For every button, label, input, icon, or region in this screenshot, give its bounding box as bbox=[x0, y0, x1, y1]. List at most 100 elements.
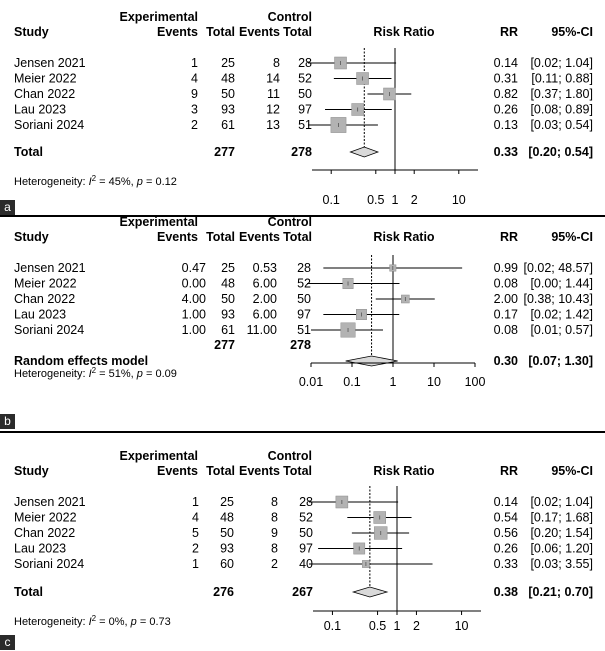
study-ctrl-events: 8 bbox=[271, 542, 278, 556]
study-exp-events: 1.00 bbox=[182, 308, 206, 322]
study-exp-total: 48 bbox=[221, 72, 235, 86]
panel-divider bbox=[0, 431, 605, 433]
header-ci: 95%-CI bbox=[551, 464, 593, 478]
header-control: Control bbox=[268, 215, 312, 229]
study-rr: 0.99 bbox=[494, 261, 518, 275]
x-axis-tick-label: 10 bbox=[427, 375, 441, 389]
header-experimental: Experimental bbox=[119, 215, 198, 229]
pooled-ctrl-total: 267 bbox=[292, 585, 313, 599]
study-ctrl-total: 97 bbox=[299, 542, 313, 556]
x-axis-tick-label: 1 bbox=[390, 375, 397, 389]
header-risk-ratio: Risk Ratio bbox=[373, 464, 434, 478]
header-exp-total: Total bbox=[206, 25, 235, 39]
study-rr: 0.26 bbox=[494, 103, 518, 117]
study-ci: [0.08; 0.89] bbox=[530, 103, 593, 117]
study-ci: [0.02; 1.04] bbox=[530, 56, 593, 70]
study-ctrl-total: 50 bbox=[298, 87, 312, 101]
study-exp-events: 5 bbox=[192, 526, 199, 540]
heterogeneity-text: Heterogeneity: I2 = 0%, p = 0.73 bbox=[14, 614, 171, 629]
study-exp-events: 2 bbox=[192, 542, 199, 556]
pooled-exp-total: 277 bbox=[214, 338, 235, 352]
study-ci: [0.17; 1.68] bbox=[530, 511, 593, 525]
study-ctrl-events: 0.53 bbox=[253, 261, 277, 275]
x-axis-tick-label: 1 bbox=[394, 619, 401, 633]
study-name: Chan 2022 bbox=[14, 526, 75, 540]
panel-label-a: a bbox=[0, 200, 15, 215]
study-name: Chan 2022 bbox=[14, 292, 75, 306]
study-exp-events: 1 bbox=[192, 557, 199, 571]
study-ctrl-events: 13 bbox=[266, 118, 280, 132]
forest-plot-panel-a: Experimental Control Study Events Total Event… bbox=[0, 0, 605, 215]
header-ctrl-events: Events bbox=[239, 25, 280, 39]
study-rr: 0.56 bbox=[494, 526, 518, 540]
study-exp-total: 25 bbox=[220, 495, 234, 509]
x-axis-tick-label: 0.01 bbox=[299, 375, 323, 389]
study-exp-events: 1 bbox=[192, 495, 199, 509]
pooled-ci: [0.07; 1.30] bbox=[528, 354, 593, 368]
study-ctrl-total: 28 bbox=[299, 495, 313, 509]
study-ctrl-events: 14 bbox=[266, 72, 280, 86]
study-name: Meier 2022 bbox=[14, 277, 77, 291]
study-exp-events: 4.00 bbox=[182, 292, 206, 306]
study-ci: [0.03; 3.55] bbox=[530, 557, 593, 571]
x-axis-tick-label: 100 bbox=[465, 375, 486, 389]
header-experimental: Experimental bbox=[119, 449, 198, 463]
study-exp-total: 60 bbox=[220, 557, 234, 571]
study-rr: 0.14 bbox=[494, 56, 518, 70]
study-rr: 0.17 bbox=[494, 308, 518, 322]
x-axis-tick-label: 2 bbox=[413, 619, 420, 633]
study-ctrl-total: 28 bbox=[298, 56, 312, 70]
study-rr: 0.08 bbox=[494, 277, 518, 291]
study-exp-total: 50 bbox=[221, 87, 235, 101]
study-exp-events: 0.00 bbox=[182, 277, 206, 291]
study-name: Meier 2022 bbox=[14, 511, 77, 525]
study-exp-events: 9 bbox=[191, 87, 198, 101]
study-exp-total: 50 bbox=[220, 526, 234, 540]
study-exp-total: 93 bbox=[221, 308, 235, 322]
study-exp-events: 1.00 bbox=[182, 323, 206, 337]
panel-divider bbox=[0, 215, 605, 217]
pooled-exp-total: 277 bbox=[214, 145, 235, 159]
study-exp-events: 4 bbox=[191, 72, 198, 86]
pooled-rr: 0.33 bbox=[494, 145, 518, 159]
x-axis-tick-label: 1 bbox=[392, 193, 399, 207]
study-ci: [0.11; 0.88] bbox=[531, 72, 593, 86]
x-axis-tick-label: 2 bbox=[411, 193, 418, 207]
study-name: Soriani 2024 bbox=[14, 118, 84, 132]
study-rr: 0.31 bbox=[494, 72, 518, 86]
study-ci: [0.37; 1.80] bbox=[530, 87, 593, 101]
pooled-ci: [0.21; 0.70] bbox=[528, 585, 593, 599]
pooled-ci: [0.20; 0.54] bbox=[528, 145, 593, 159]
heterogeneity-text: Heterogeneity: I2 = 51%, p = 0.09 bbox=[14, 366, 177, 381]
header-risk-ratio: Risk Ratio bbox=[373, 230, 434, 244]
study-ctrl-total: 51 bbox=[298, 118, 312, 132]
study-name: Meier 2022 bbox=[14, 72, 77, 86]
study-ci: [0.02; 1.42] bbox=[530, 308, 593, 322]
header-rr: RR bbox=[500, 230, 518, 244]
study-name: Soriani 2024 bbox=[14, 323, 84, 337]
header-exp-events: Events bbox=[157, 464, 198, 478]
pooled-rr: 0.30 bbox=[494, 354, 518, 368]
study-ctrl-total: 28 bbox=[297, 261, 311, 275]
study-name: Jensen 2021 bbox=[14, 261, 86, 275]
study-name: Jensen 2021 bbox=[14, 495, 86, 509]
study-exp-events: 0.47 bbox=[182, 261, 206, 275]
study-exp-events: 4 bbox=[192, 511, 199, 525]
pooled-ctrl-total: 278 bbox=[290, 338, 311, 352]
study-name: Chan 2022 bbox=[14, 87, 75, 101]
study-name: Lau 2023 bbox=[14, 308, 66, 322]
pooled-label: Total bbox=[14, 145, 43, 159]
study-ci: [0.20; 1.54] bbox=[530, 526, 593, 540]
study-name: Jensen 2021 bbox=[14, 56, 86, 70]
pooled-diamond bbox=[345, 355, 398, 367]
header-study: Study bbox=[14, 464, 49, 478]
study-ctrl-events: 8 bbox=[271, 495, 278, 509]
pooled-rr: 0.38 bbox=[494, 585, 518, 599]
study-exp-total: 93 bbox=[221, 103, 235, 117]
header-ctrl-events: Events bbox=[239, 230, 280, 244]
study-ci: [0.02; 48.57] bbox=[523, 261, 593, 275]
study-rr: 0.26 bbox=[494, 542, 518, 556]
study-ci: [0.06; 1.20] bbox=[530, 542, 593, 556]
study-ci: [0.02; 1.04] bbox=[530, 495, 593, 509]
